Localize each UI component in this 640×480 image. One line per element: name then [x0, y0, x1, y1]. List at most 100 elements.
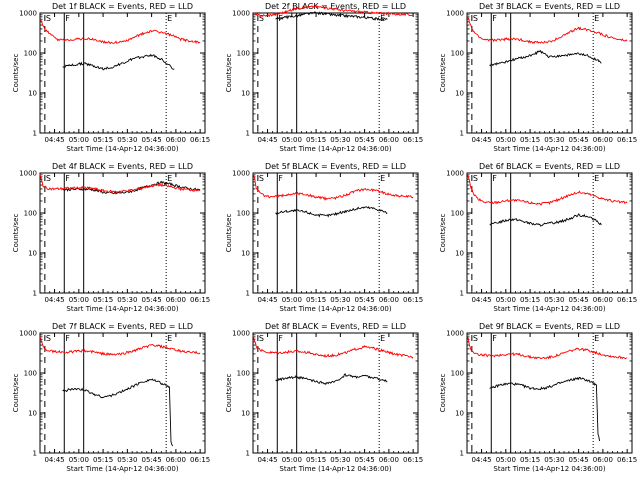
x-tick-label: 05:45	[569, 456, 589, 464]
x-tick-label: 04:45	[44, 136, 64, 144]
panel-1: Det 1f BLACK = Events, RED = LLD 1 10 100 10…	[12, 2, 210, 153]
x-tick-label: 05:15	[93, 456, 113, 464]
series-lld-line	[466, 173, 628, 206]
x-tick-label: 06:15	[190, 296, 210, 304]
x-tick-label: 05:30	[544, 136, 564, 144]
x-tick-label: 05:45	[142, 456, 162, 464]
y-tick-label: 10	[455, 250, 464, 258]
marker-label-f: F	[65, 334, 70, 343]
y-tick-label: 10	[241, 250, 250, 258]
marker-label-s: S	[46, 14, 51, 23]
series-lld-line	[39, 18, 201, 45]
marker-label-f: F	[278, 174, 283, 183]
y-tick-label: 1	[460, 130, 464, 138]
x-tick-label: 06:15	[617, 296, 637, 304]
x-tick-label: 06:00	[379, 296, 399, 304]
y-tick-label: 1000	[446, 330, 464, 338]
panel-6: Det 6f BLACK = Events, RED = LLD 1 10 100 10…	[439, 162, 637, 313]
x-tick-label: 06:00	[593, 296, 613, 304]
x-tick-label: 05:45	[569, 136, 589, 144]
y-tick-label: 100	[237, 50, 250, 58]
panel-2: Det 2f BLACK = Events, RED = LLD 1 10 100 10…	[225, 2, 423, 153]
x-axis-label: Start Time (14-Apr-12 04:36:00)	[66, 465, 178, 473]
x-tick-label: 05:00	[496, 296, 516, 304]
series-events-line	[62, 53, 175, 71]
x-tick-label: 05:00	[496, 456, 516, 464]
y-tick-label: 100	[24, 370, 37, 378]
x-tick-label: 05:45	[355, 136, 375, 144]
y-tick-label: 10	[28, 250, 37, 258]
series-lld-line	[39, 336, 201, 356]
series-events-line	[62, 378, 174, 447]
x-tick-label: 05:00	[69, 136, 89, 144]
marker-label-s: S	[46, 334, 51, 343]
panel-title: Det 3f BLACK = Events, RED = LLD	[479, 2, 620, 11]
y-tick-label: 10	[241, 90, 250, 98]
y-tick-label: 1	[246, 450, 250, 458]
y-tick-label: 10	[241, 410, 250, 418]
x-tick-label: 05:15	[306, 296, 326, 304]
x-tick-label: 06:15	[190, 136, 210, 144]
y-tick-label: 100	[24, 210, 37, 218]
series-lld-line	[39, 173, 201, 194]
x-tick-label: 05:45	[355, 456, 375, 464]
x-tick-label: 05:30	[117, 136, 137, 144]
series-lld-line	[252, 4, 414, 18]
x-tick-label: 06:15	[403, 136, 423, 144]
x-tick-label: 06:00	[593, 456, 613, 464]
x-tick-label: 05:30	[330, 456, 350, 464]
y-axis-label: Counts/sec	[439, 374, 447, 413]
x-tick-label: 05:15	[93, 296, 113, 304]
x-tick-label: 06:00	[166, 456, 186, 464]
x-axis-label: Start Time (14-Apr-12 04:36:00)	[66, 305, 178, 313]
series-events-line	[62, 180, 201, 195]
x-tick-label: 06:15	[617, 136, 637, 144]
y-axis-label: Counts/sec	[439, 214, 447, 253]
y-axis-label: Counts/sec	[12, 374, 20, 413]
y-axis-label: Counts/sec	[225, 214, 233, 253]
marker-label-e: E	[594, 334, 599, 343]
x-tick-label: 06:15	[190, 456, 210, 464]
y-tick-label: 1000	[446, 170, 464, 178]
marker-label-s: S	[46, 174, 51, 183]
y-tick-label: 1	[246, 130, 250, 138]
marker-label-e: E	[594, 174, 599, 183]
x-tick-label: 04:45	[257, 456, 277, 464]
x-tick-label: 05:30	[544, 296, 564, 304]
x-tick-label: 05:00	[282, 296, 302, 304]
y-tick-label: 1000	[19, 330, 37, 338]
series-lld-line	[466, 14, 628, 45]
panel-title: Det 8f BLACK = Events, RED = LLD	[265, 322, 406, 331]
x-tick-label: 05:15	[306, 136, 326, 144]
x-tick-label: 05:15	[306, 456, 326, 464]
marker-label-f: F	[65, 14, 70, 23]
x-tick-label: 05:15	[520, 296, 540, 304]
panel-title: Det 6f BLACK = Events, RED = LLD	[479, 162, 620, 171]
x-tick-label: 06:15	[403, 456, 423, 464]
x-tick-label: 04:45	[44, 296, 64, 304]
x-tick-label: 05:00	[69, 296, 89, 304]
y-tick-label: 1000	[232, 170, 250, 178]
y-tick-label: 1	[246, 290, 250, 298]
x-tick-label: 04:45	[257, 296, 277, 304]
y-axis-label: Counts/sec	[225, 54, 233, 93]
x-tick-label: 04:45	[471, 456, 491, 464]
series-lld-line	[252, 335, 414, 359]
x-tick-label: 04:45	[257, 136, 277, 144]
y-tick-label: 1	[33, 130, 37, 138]
marker-label-s: S	[473, 334, 478, 343]
y-tick-label: 10	[455, 410, 464, 418]
y-tick-label: 1000	[19, 10, 37, 18]
y-tick-label: 1	[460, 290, 464, 298]
x-tick-label: 06:15	[403, 296, 423, 304]
x-tick-label: 05:30	[117, 296, 137, 304]
y-tick-label: 100	[451, 50, 464, 58]
y-tick-label: 1	[460, 450, 464, 458]
x-tick-label: 06:00	[379, 456, 399, 464]
x-axis-label: Start Time (14-Apr-12 04:36:00)	[493, 465, 605, 473]
marker-label-f: F	[492, 334, 497, 343]
marker-label-f: F	[65, 174, 70, 183]
x-tick-label: 05:15	[93, 136, 113, 144]
series-events-line	[489, 376, 601, 442]
x-axis-label: Start Time (14-Apr-12 04:36:00)	[493, 145, 605, 153]
